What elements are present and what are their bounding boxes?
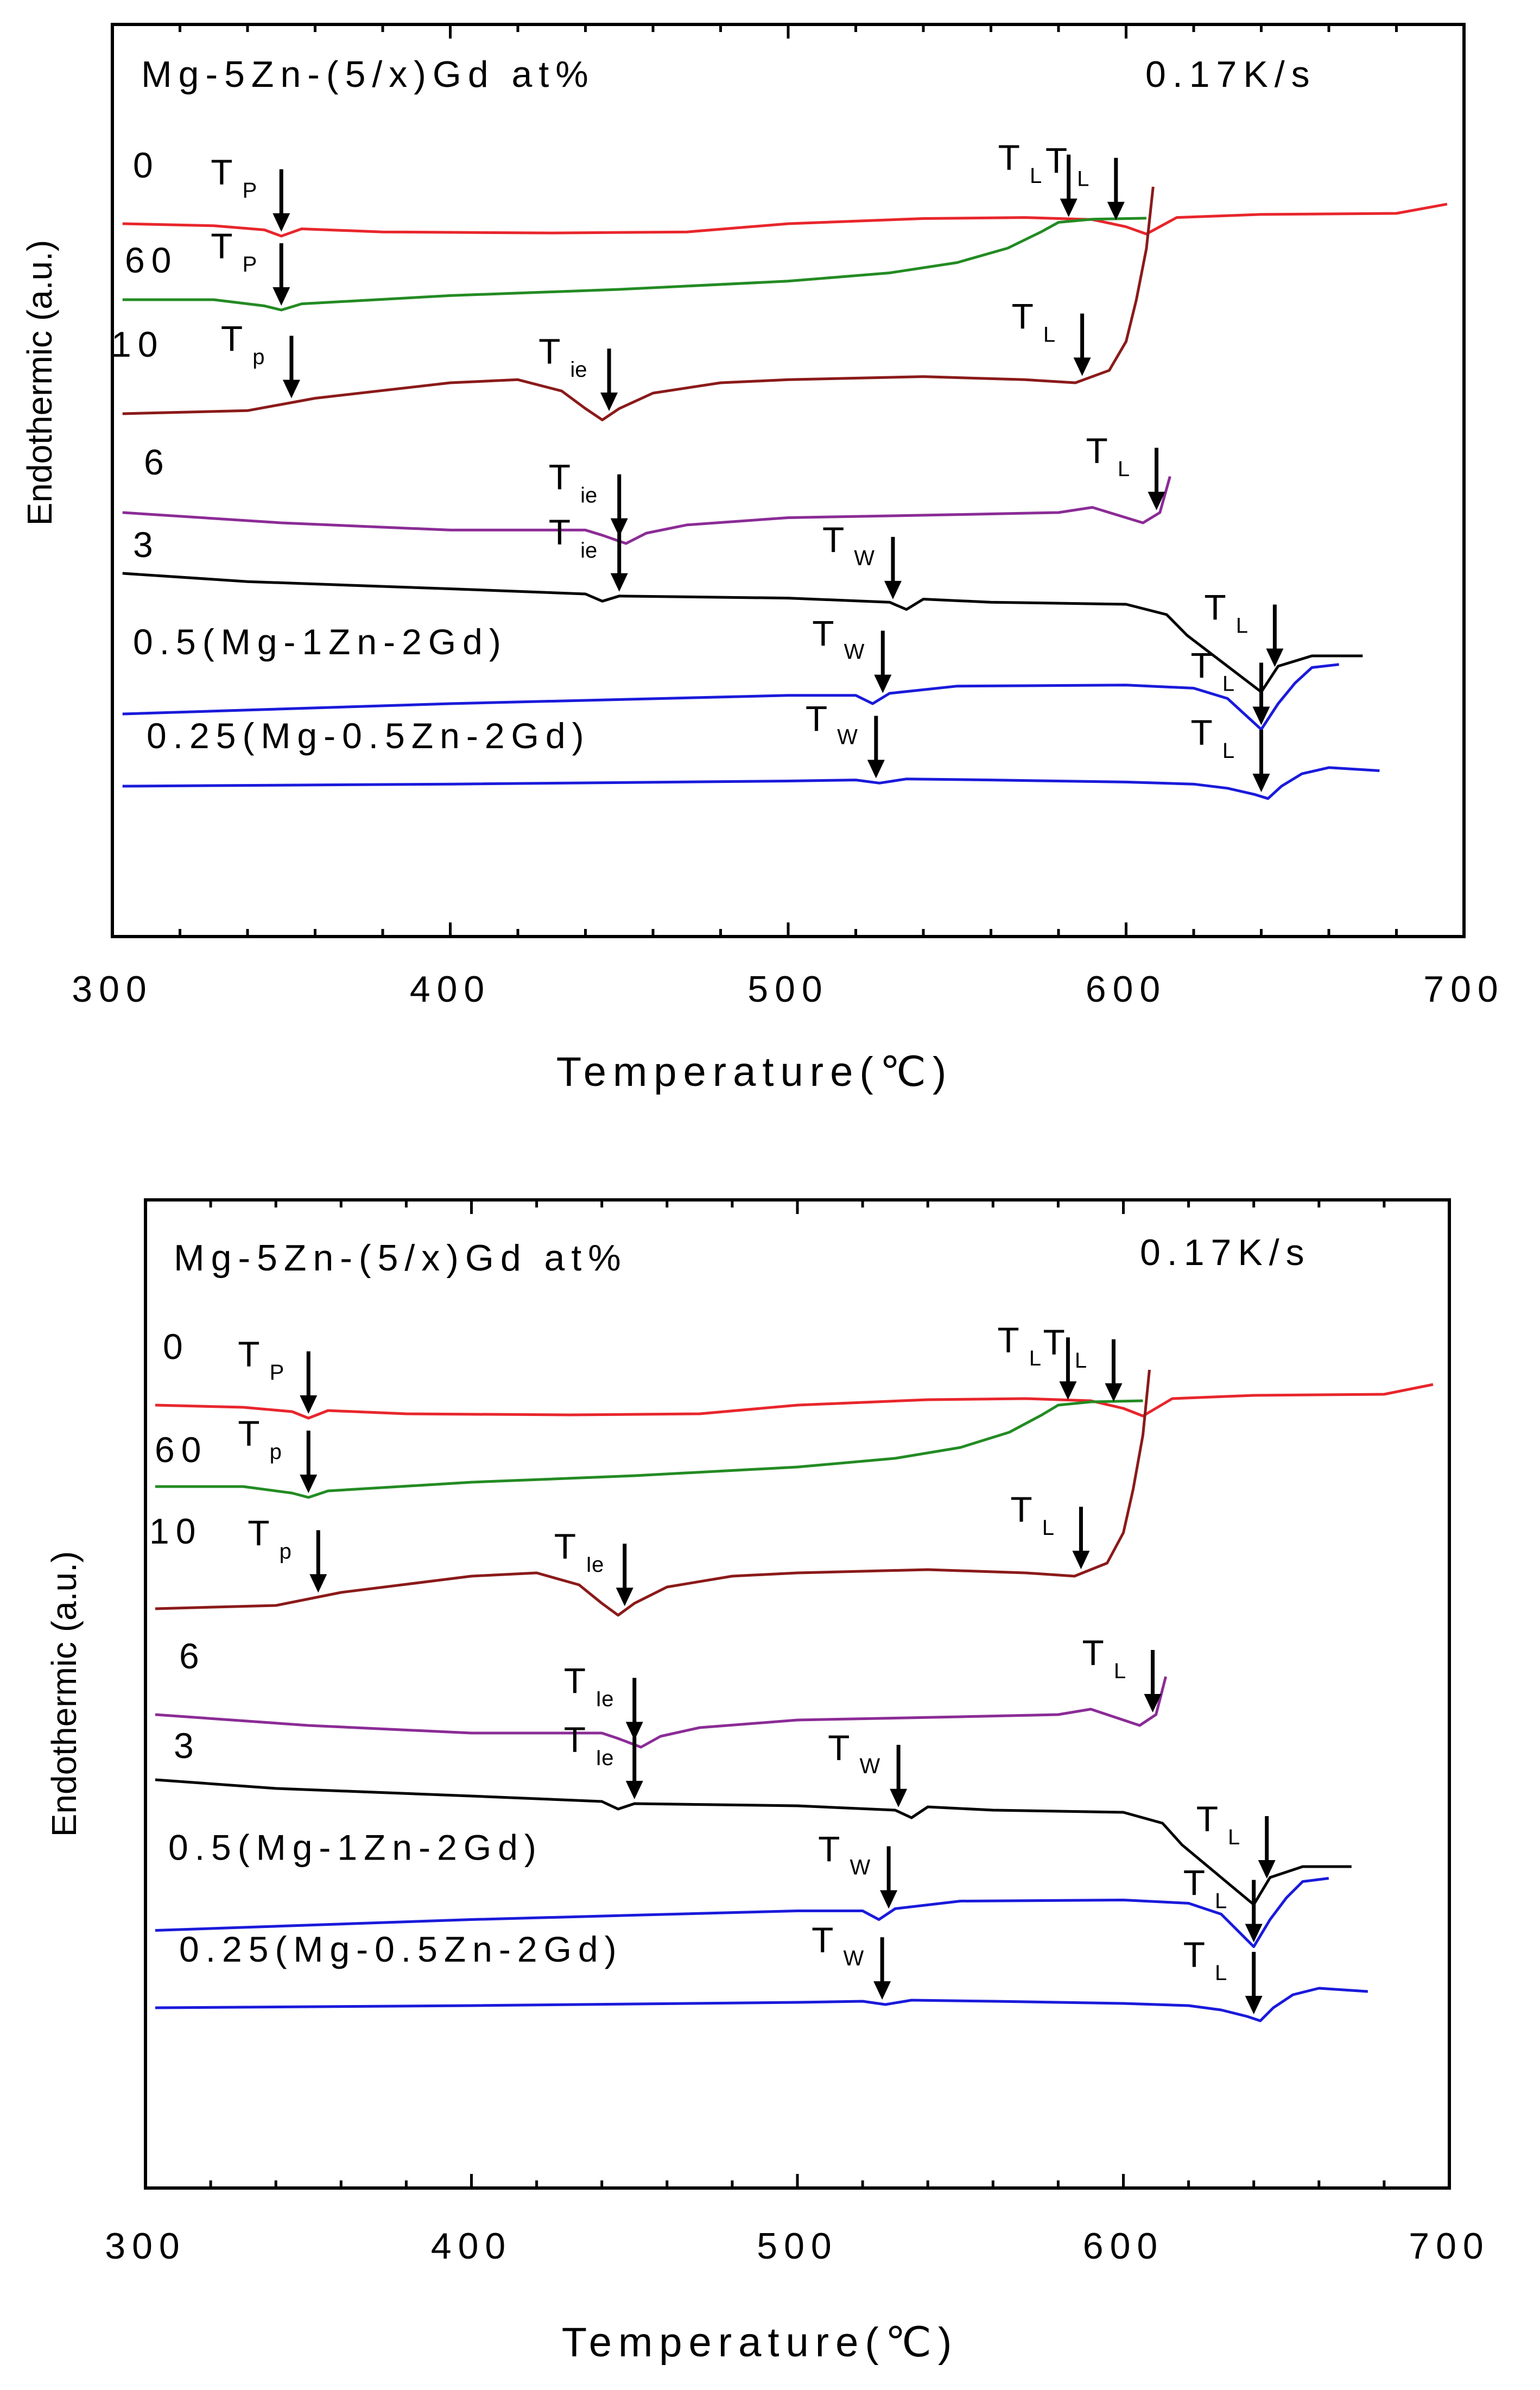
- series-curve: [155, 1877, 1329, 1948]
- series-labels: 0 60 10 6 3 0.5(Mg-1Zn-2Gd) 0.25(Mg-0.5Z…: [111, 145, 591, 756]
- x-axis-label: Temperature(℃): [562, 2319, 959, 2366]
- x-axis-tick-labels: 300 400 500 600 700: [72, 969, 1504, 1010]
- series-curve: [122, 766, 1380, 800]
- y-axis-label: Endothermic (a.u.): [45, 1551, 84, 1837]
- marker-arrow-head: [873, 1981, 891, 2000]
- marker-arrow-head: [1252, 774, 1270, 792]
- x-tick-label: 400: [410, 969, 491, 1010]
- marker-arrow-head: [625, 1722, 643, 1741]
- x-tick-label: 700: [1423, 969, 1504, 1010]
- marker-arrow-head: [282, 380, 300, 399]
- marker-arrow-head: [880, 1890, 898, 1909]
- series-curve: [122, 217, 1146, 312]
- series-label: 3: [133, 524, 160, 565]
- x-tick-label: 500: [757, 2225, 838, 2267]
- series-label: 6: [179, 1636, 206, 1676]
- marker-arrow-head: [890, 1788, 908, 1807]
- x-tick-label: 300: [72, 969, 153, 1010]
- series-label: 0.25(Mg-0.5Zn-2Gd): [179, 1929, 623, 1969]
- marker-arrow-head: [874, 674, 892, 693]
- series-label: 0: [163, 1326, 189, 1367]
- series-curve: [122, 186, 1155, 421]
- marker-arrow-head: [610, 573, 628, 592]
- marker-arrow-head: [1148, 491, 1165, 510]
- series-label: 0: [133, 145, 160, 185]
- series-label: 3: [174, 1725, 200, 1766]
- marker-arrow-head: [300, 1475, 318, 1493]
- marker-arrow-head: [272, 287, 290, 306]
- series-label: 0.25(Mg-0.5Zn-2Gd): [147, 716, 591, 756]
- series-label: 10: [111, 324, 164, 364]
- marker-arrow-head: [625, 1781, 643, 1799]
- x-tick-label: 700: [1409, 2225, 1490, 2267]
- series-label: 0.5(Mg-1Zn-2Gd): [133, 622, 508, 662]
- marker-arrow-head: [616, 1588, 633, 1607]
- marker-arrow-head: [1073, 357, 1091, 376]
- x-axis-ticks: [111, 24, 1466, 937]
- series-curve: [155, 1399, 1143, 1499]
- x-tick-label: 600: [1086, 969, 1167, 1010]
- marker-arrow-head: [1252, 706, 1270, 725]
- x-axis-ticks: [144, 1200, 1451, 2188]
- series-curve: [155, 1383, 1434, 1420]
- marker-arrow-head: [1060, 198, 1078, 217]
- series-curve: [122, 663, 1339, 731]
- heating-rate-label: 0.17K/s: [1140, 1232, 1311, 1273]
- x-axis-label: Temperature(℃): [556, 1049, 953, 1095]
- marker-arrow-head: [300, 1395, 318, 1414]
- marker-arrow-head: [1072, 1551, 1090, 1570]
- series-labels: 0 60 10 6 3 0.5(Mg-1Zn-2Gd) 0.25(Mg-0.5Z…: [149, 1326, 623, 1969]
- marker-arrow-head: [1059, 1381, 1077, 1400]
- marker-arrow-head: [867, 760, 885, 779]
- marker-arrow-head: [610, 518, 628, 537]
- x-tick-label: 600: [1083, 2225, 1164, 2267]
- series-curve: [155, 1369, 1151, 1617]
- marker-arrow-head: [1144, 1694, 1162, 1712]
- series-label: 10: [149, 1511, 202, 1551]
- marker-arrow-head: [1245, 1996, 1263, 2014]
- dsc-curves: [155, 1369, 1434, 2022]
- series-label: 60: [125, 240, 178, 280]
- marker-arrow-head: [272, 213, 290, 232]
- series-curve: [122, 476, 1171, 545]
- series-curve: [122, 203, 1448, 238]
- series-curve: [155, 1676, 1168, 1749]
- x-tick-label: 400: [431, 2225, 512, 2267]
- x-axis-tick-labels: 300 400 500 600 700: [105, 2225, 1490, 2267]
- marker-arrow-head: [1105, 1383, 1123, 1402]
- x-tick-label: 300: [105, 2225, 186, 2267]
- dsc-chart-bottom: Mg-5Zn-(5/x)Gd at% 0.17K/s 300 400 500 6…: [45, 1198, 1490, 2366]
- series-label: 60: [155, 1430, 207, 1470]
- x-tick-label: 500: [747, 969, 828, 1010]
- chart-title: Mg-5Zn-(5/x)Gd at%: [141, 54, 595, 95]
- heating-rate-label: 0.17K/s: [1145, 54, 1316, 95]
- marker-arrow-head: [309, 1574, 327, 1593]
- series-label: 0.5(Mg-1Zn-2Gd): [168, 1828, 543, 1868]
- marker-arrow-head: [1107, 201, 1125, 220]
- series-label: 6: [144, 442, 170, 482]
- marker-arrow-head: [1266, 648, 1284, 667]
- marker-arrow-head: [1258, 1860, 1276, 1879]
- series-curve: [155, 1987, 1368, 2022]
- marker-arrow-head: [600, 393, 618, 412]
- marker-arrow-head: [884, 580, 902, 599]
- y-axis-label: Endothermic (a.u.): [20, 240, 59, 526]
- chart-title: Mg-5Zn-(5/x)Gd at%: [174, 1237, 628, 1279]
- marker-arrow-head: [1245, 1924, 1263, 1943]
